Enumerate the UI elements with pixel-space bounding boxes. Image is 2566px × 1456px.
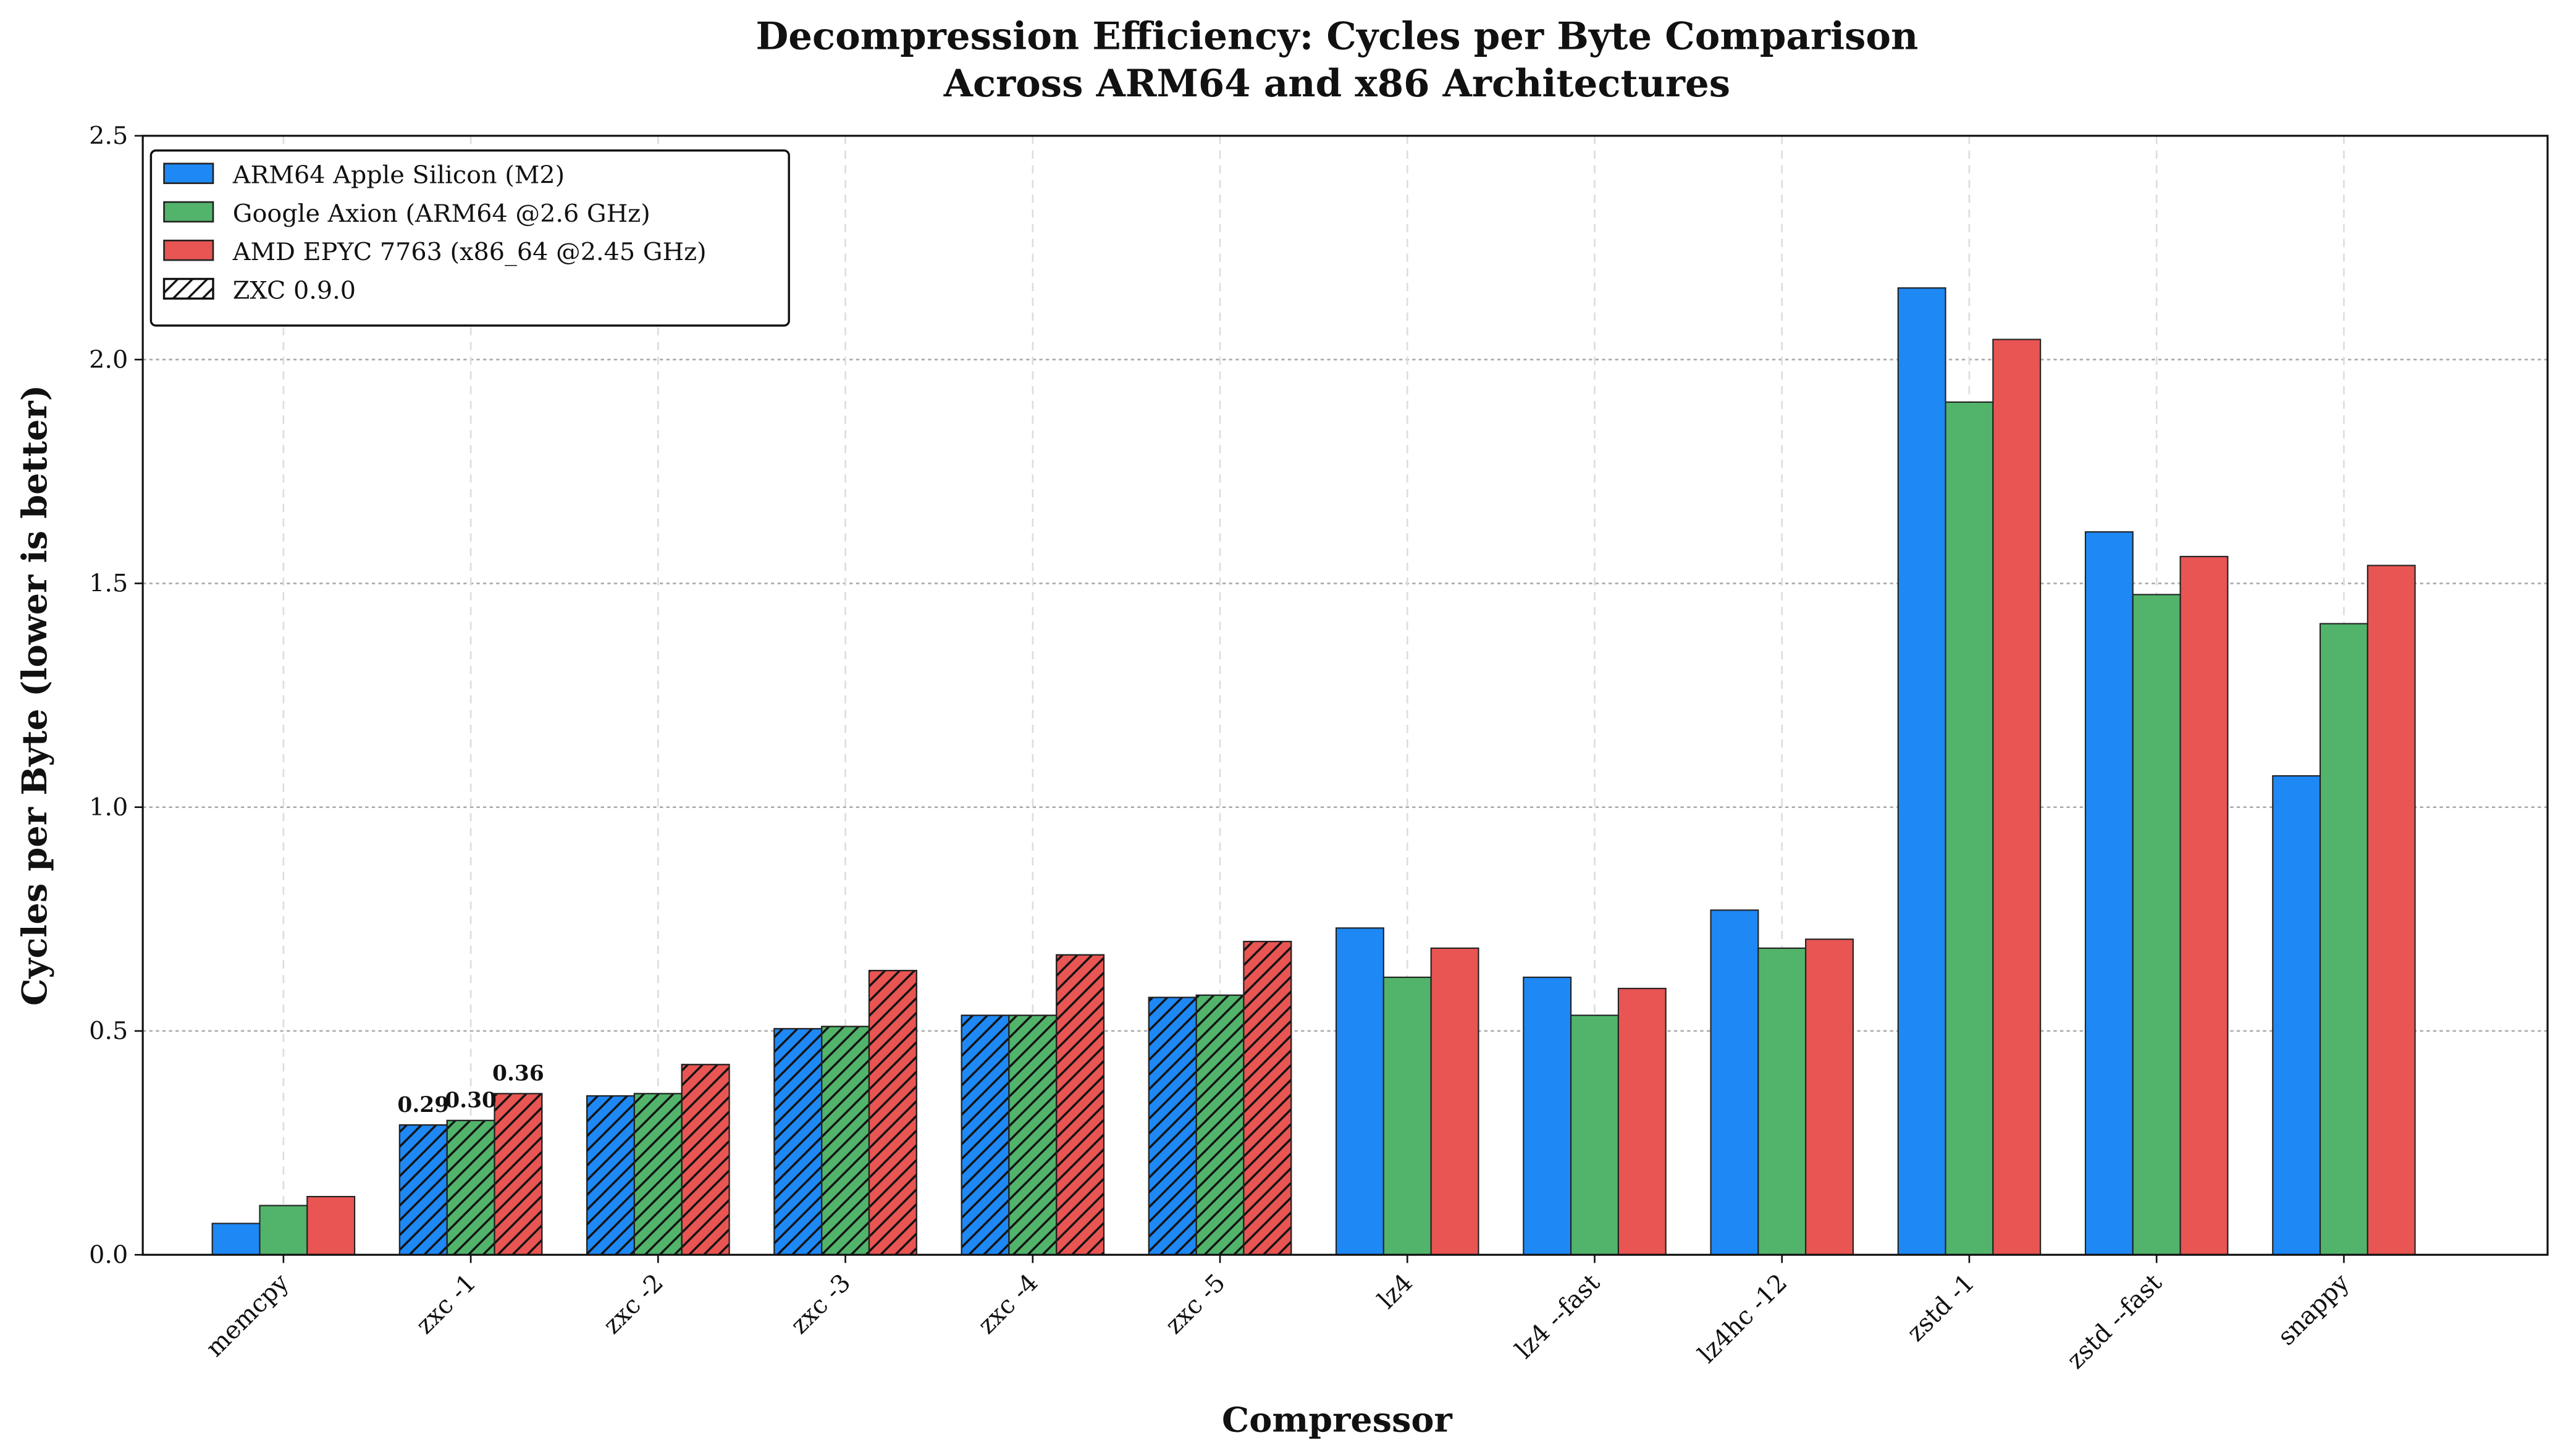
bar-hatch: [773, 1028, 823, 1256]
bar-hatch: [586, 1095, 636, 1256]
bar: [1897, 287, 1946, 1256]
bar: [1992, 339, 2042, 1256]
y-tick-label: 1.5: [89, 570, 128, 598]
x-tick-label: zxc -1: [411, 1268, 482, 1339]
bar-hatch: [633, 1093, 683, 1256]
y-tick-label: 0.5: [89, 1017, 128, 1045]
bar: [1617, 988, 1667, 1256]
bar-hatch: [961, 1014, 1010, 1256]
bar: [1336, 927, 1384, 1256]
y-tick-label: 2.5: [89, 122, 128, 150]
bar-hatch: [868, 970, 917, 1256]
bar: [2366, 565, 2416, 1256]
bar-hatch: [1148, 996, 1197, 1256]
bar: [259, 1205, 308, 1256]
x-tick-label: lz4 --fast: [1510, 1268, 1605, 1364]
y-tick-label: 0.0: [89, 1240, 128, 1269]
bar: [2319, 623, 2368, 1256]
chart-title-line-2: Across ARM64 and x86 Architectures: [943, 62, 1730, 106]
bar: [1570, 1014, 1619, 1256]
x-tick-label: zxc -3: [785, 1268, 856, 1339]
legend-box: [149, 149, 790, 327]
bar: [2084, 531, 2134, 1256]
data-label: 0.30: [445, 1088, 497, 1113]
legend-swatch: [163, 201, 214, 223]
x-tick-label: zstd -1: [1901, 1268, 1980, 1347]
bar-hatch: [398, 1124, 448, 1256]
x-tick-label: lz4: [1373, 1268, 1418, 1314]
legend-hatch-swatch: [162, 277, 214, 300]
bar-hatch: [1195, 994, 1245, 1256]
bar: [1523, 976, 1572, 1256]
legend-label: AMD EPYC 7763 (x86_64 @2.45 GHz): [232, 238, 707, 266]
x-tick-label: zxc -4: [972, 1268, 1043, 1339]
legend-swatch: [163, 239, 214, 261]
bar: [1710, 909, 1759, 1256]
bar: [2179, 555, 2229, 1256]
legend-label: ZXC 0.9.0: [233, 276, 356, 305]
legend: ARM64 Apple Silicon (M2) Google Axion (AR…: [149, 149, 790, 327]
y-axis-label: Cycles per Byte (lower is better): [15, 385, 55, 1006]
legend-label: ARM64 Apple Silicon (M2): [232, 161, 565, 190]
bar-hatch: [446, 1119, 495, 1256]
x-tick-label: zstd --fast: [2061, 1268, 2168, 1374]
bar: [1805, 938, 1854, 1256]
bar-hatch: [1243, 940, 1292, 1256]
data-label: 0.36: [492, 1061, 544, 1086]
bar: [211, 1222, 261, 1256]
y-tick-label: 1.0: [89, 793, 128, 822]
x-tick-label: snappy: [2272, 1268, 2355, 1351]
legend-label: Google Axion (ARM64 @2.6 GHz): [233, 200, 650, 228]
bar: [1382, 976, 1432, 1256]
x-tick-label: zxc -2: [598, 1268, 669, 1339]
bar: [1430, 947, 1479, 1256]
bar-hatch: [681, 1064, 730, 1256]
bar-hatch: [494, 1093, 543, 1256]
legend-swatch: [163, 162, 214, 184]
bar-hatch: [1008, 1014, 1058, 1256]
bar: [1757, 947, 1807, 1256]
chart-title-line-1: Decompression Efficiency: Cycles per Byt…: [755, 14, 1918, 58]
x-tick-label: lz4hc -12: [1693, 1268, 1793, 1368]
plot-frame: [141, 135, 2549, 1256]
x-axis-label: Compressor: [1222, 1400, 1452, 1440]
bar: [1945, 401, 1994, 1256]
bar-hatch: [821, 1025, 870, 1256]
bar: [306, 1196, 356, 1256]
bar: [2272, 775, 2321, 1256]
bar: [2132, 594, 2181, 1256]
data-label: 0.29: [397, 1093, 449, 1117]
bar-hatch: [1056, 954, 1105, 1256]
x-tick-label: zxc -5: [1160, 1268, 1231, 1339]
x-tick-label: memcpy: [201, 1268, 295, 1362]
y-tick-label: 2.0: [89, 345, 128, 374]
